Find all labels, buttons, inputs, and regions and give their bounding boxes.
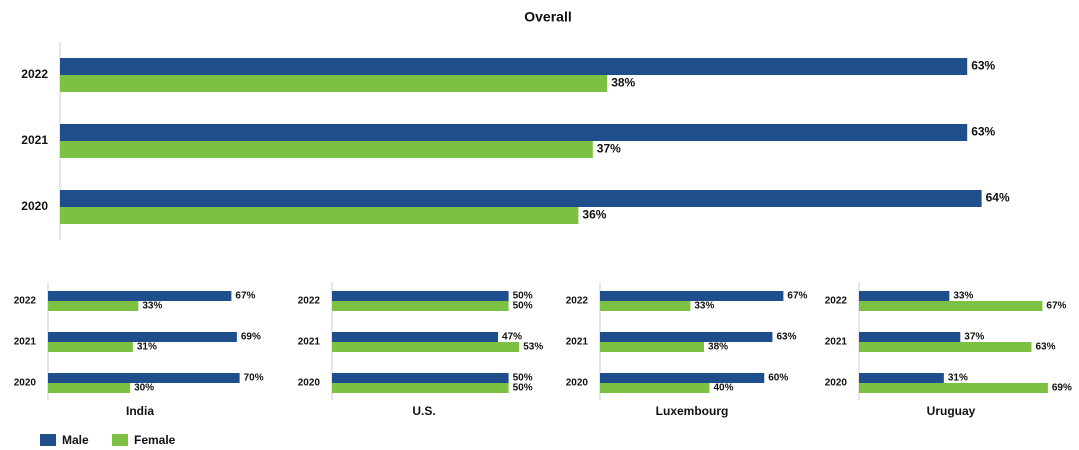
bar [600,332,773,342]
data-label: 50% [513,291,533,302]
bar [48,383,131,393]
y-tick-label: 2021 [14,337,37,348]
bar [600,373,765,383]
bar [48,342,133,352]
y-tick-label: 2020 [298,378,321,389]
data-label: 63% [971,59,995,73]
bar [60,75,608,92]
y-tick-label: 2022 [566,296,589,307]
data-label: 38% [708,342,728,353]
legend-swatch [40,434,56,446]
data-label: 70% [244,373,264,384]
data-label: 30% [134,383,154,394]
bar [859,342,1032,352]
bar [48,291,232,301]
data-label: 63% [776,332,796,343]
y-tick-label: 2020 [21,199,48,213]
y-tick-label: 2021 [298,337,321,348]
y-tick-label: 2020 [14,378,37,389]
y-tick-label: 2022 [21,67,48,81]
data-label: 67% [787,291,807,302]
bar [60,190,982,207]
bar [600,342,705,352]
legend-swatch [112,434,128,446]
data-label: 67% [235,291,255,302]
chart-title: India [126,404,154,418]
data-label: 60% [768,373,788,384]
bar [859,291,950,301]
data-label: 50% [513,373,533,384]
data-label: 38% [611,76,635,90]
bar [600,383,710,393]
y-tick-label: 2022 [298,296,321,307]
chart-title: Luxembourg [656,404,729,418]
data-label: 64% [986,191,1010,205]
bar [859,373,944,383]
data-label: 50% [513,301,533,312]
data-label: 63% [1035,342,1055,353]
y-tick-label: 2021 [825,337,848,348]
data-label: 50% [513,383,533,394]
data-label: 53% [523,342,543,353]
bar [60,141,593,158]
data-label: 33% [142,301,162,312]
y-tick-label: 2020 [566,378,589,389]
data-label: 63% [971,125,995,139]
chart-title: U.S. [412,404,435,418]
bar [859,301,1043,311]
bar [332,291,509,301]
legend-label: Male [62,433,89,447]
data-label: 31% [137,342,157,353]
data-label: 37% [597,142,621,156]
data-label: 47% [502,332,522,343]
bar [600,301,691,311]
bar [60,58,968,75]
y-tick-label: 2021 [566,337,589,348]
data-label: 40% [714,383,734,394]
bar [600,291,784,301]
bar [859,332,961,342]
y-tick-label: 2021 [21,133,48,147]
bar [48,373,240,383]
data-label: 33% [694,301,714,312]
bar [60,207,579,224]
data-label: 67% [1046,301,1066,312]
y-tick-label: 2022 [14,296,37,307]
y-tick-label: 2020 [825,378,848,389]
bar [48,332,237,342]
chart-title: Overall [524,9,571,25]
data-label: 33% [953,291,973,302]
bar [332,332,499,342]
bar [60,124,968,141]
bar [332,373,509,383]
chart-title: Uruguay [927,404,976,418]
bar [859,383,1048,393]
bar [332,301,509,311]
y-tick-label: 2022 [825,296,848,307]
data-label: 37% [964,332,984,343]
data-label: 69% [1052,383,1072,394]
legend-label: Female [134,433,176,447]
data-label: 31% [948,373,968,384]
bar [332,342,520,352]
data-label: 69% [241,332,261,343]
bar [332,383,509,393]
bar [48,301,139,311]
data-label: 36% [582,208,606,222]
